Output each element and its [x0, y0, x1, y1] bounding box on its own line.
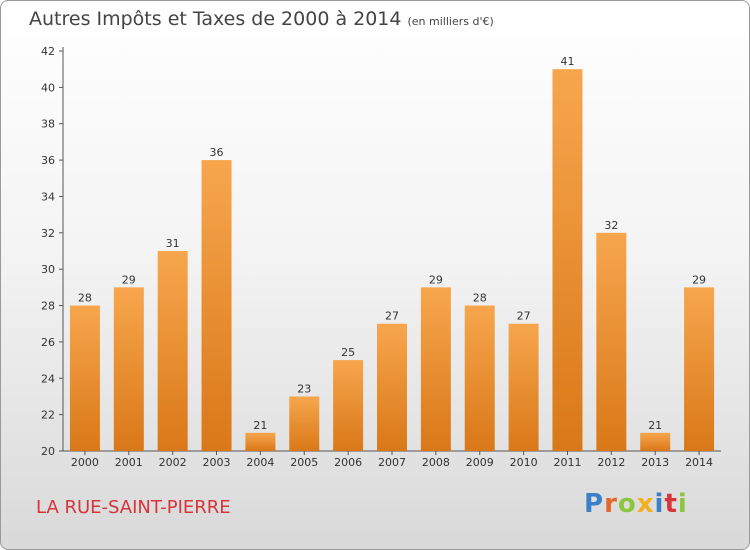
y-tick-label: 42	[41, 45, 55, 58]
y-tick-label: 32	[41, 227, 55, 240]
data-labels: 28 29 31 36 21 23 25 27 29 28 27 41 32 21 29	[78, 55, 706, 432]
bar-2004	[245, 432, 276, 451]
data-label-2007: 27	[385, 310, 399, 323]
data-label-2011: 41	[560, 55, 574, 68]
logo-letter: i	[677, 489, 688, 519]
x-tick-label-2014: 2014	[685, 456, 713, 469]
x-tick-label-2012: 2012	[597, 456, 625, 469]
data-label-2008: 29	[429, 273, 443, 286]
x-tick-label-2013: 2013	[641, 456, 669, 469]
bar-2008	[420, 287, 451, 451]
x-tick-label-2010: 2010	[510, 456, 538, 469]
x-tick-label-2004: 2004	[246, 456, 274, 469]
data-label-2013: 21	[648, 419, 662, 432]
logo-letter: r	[604, 489, 618, 519]
bar-2009	[464, 305, 495, 451]
logo-letter: x	[636, 489, 655, 519]
bar-2014	[684, 287, 715, 451]
x-tick-label-2005: 2005	[290, 456, 318, 469]
data-label-2014: 29	[692, 273, 706, 286]
logo-letter: P	[584, 489, 605, 519]
chart-unit: (en milliers d'€)	[407, 15, 494, 28]
y-tick-label: 26	[41, 336, 55, 349]
x-tick-label-2001: 2001	[115, 456, 143, 469]
bar-2011	[552, 69, 583, 451]
x-tick-label-2006: 2006	[334, 456, 362, 469]
bar-2007	[377, 323, 407, 451]
data-label-2005: 23	[297, 382, 311, 395]
data-label-2010: 27	[517, 310, 531, 323]
data-label-2003: 36	[210, 146, 224, 159]
chart-title-text: Autres Impôts et Taxes de 2000 à 2014	[29, 8, 402, 30]
y-tick-label: 38	[41, 118, 55, 131]
chart-title: Autres Impôts et Taxes de 2000 à 2014 (en…	[29, 8, 494, 30]
y-tick-label: 28	[41, 300, 55, 313]
x-tick-label-2002: 2002	[159, 456, 187, 469]
proxiti-logo: Proxiti	[584, 489, 688, 519]
data-label-2001: 29	[122, 273, 136, 286]
x-tick-label-2008: 2008	[422, 456, 450, 469]
bar-2000	[69, 305, 100, 451]
y-tick-label: 20	[41, 445, 55, 458]
x-tick-label-2009: 2009	[466, 456, 494, 469]
y-tick-label: 36	[41, 154, 55, 167]
bars	[69, 69, 715, 451]
bar-2010	[508, 323, 539, 451]
data-label-2012: 32	[604, 219, 618, 232]
y-tick-label: 40	[41, 81, 55, 94]
x-tick-label-2011: 2011	[553, 456, 581, 469]
x-tick-label-2000: 2000	[71, 456, 99, 469]
x-tick-label-2003: 2003	[203, 456, 231, 469]
data-label-2009: 28	[473, 292, 487, 305]
data-label-2002: 31	[166, 237, 180, 250]
bar-2012	[596, 232, 627, 451]
x-tick-label-2007: 2007	[378, 456, 406, 469]
logo-letter: i	[654, 489, 665, 519]
bar-2003	[201, 160, 232, 451]
logo-letter: t	[664, 489, 678, 519]
bar-2006	[333, 360, 364, 451]
y-tick-label: 34	[41, 190, 55, 203]
data-label-2006: 25	[341, 346, 355, 359]
bar-2001	[113, 287, 144, 451]
data-label-2004: 21	[253, 419, 267, 432]
y-tick-label: 24	[41, 372, 55, 385]
logo-letter: o	[617, 489, 637, 519]
data-label-2000: 28	[78, 292, 92, 305]
bar-2005	[289, 396, 320, 451]
location-name: LA RUE-SAINT-PIERRE	[36, 497, 231, 518]
bar-2002	[157, 251, 188, 451]
y-tick-label: 30	[41, 263, 55, 276]
bar-2013	[640, 432, 671, 451]
y-tick-label: 22	[41, 409, 55, 422]
